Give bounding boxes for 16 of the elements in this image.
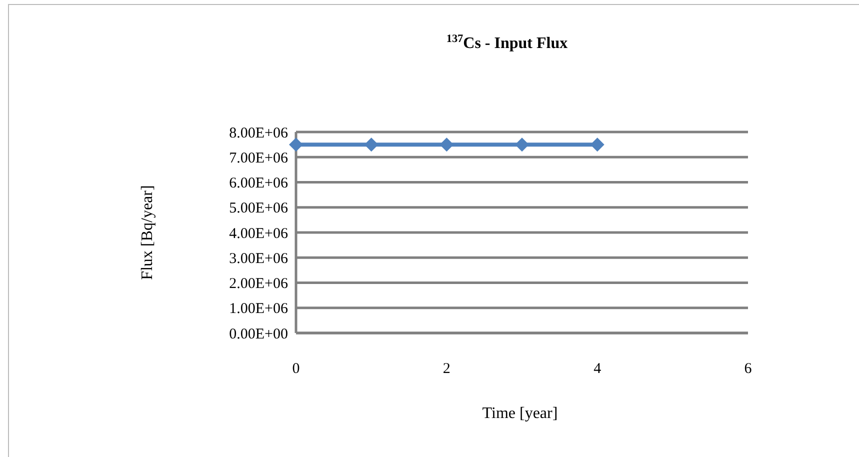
y-axis-title: Flux [Bq/year]: [139, 185, 156, 280]
y-tick-label: 7.00E+06: [229, 150, 288, 166]
y-tick-label: 3.00E+06: [229, 250, 288, 267]
y-tick-label: 5.00E+06: [229, 200, 288, 217]
y-tick-label: 4.00E+06: [229, 226, 288, 242]
x-tick-label: 6: [744, 361, 752, 377]
y-tick-label: 2.00E+06: [229, 276, 288, 292]
x-tick-label: 2: [442, 361, 450, 377]
chart-title: $^{137}$Cs - Input Flux: [446, 33, 568, 52]
x-tick-label: 0: [292, 361, 300, 377]
x-tick-label: 4: [594, 361, 602, 377]
y-tick-label: 0.00E+00: [229, 326, 288, 342]
y-tick-label: 1.00E+06: [229, 301, 288, 318]
x-axis-title: Time [year]: [482, 405, 558, 422]
y-tick-label: 6.00E+06: [229, 176, 288, 192]
y-tick-label: 8.00E+06: [229, 125, 288, 142]
